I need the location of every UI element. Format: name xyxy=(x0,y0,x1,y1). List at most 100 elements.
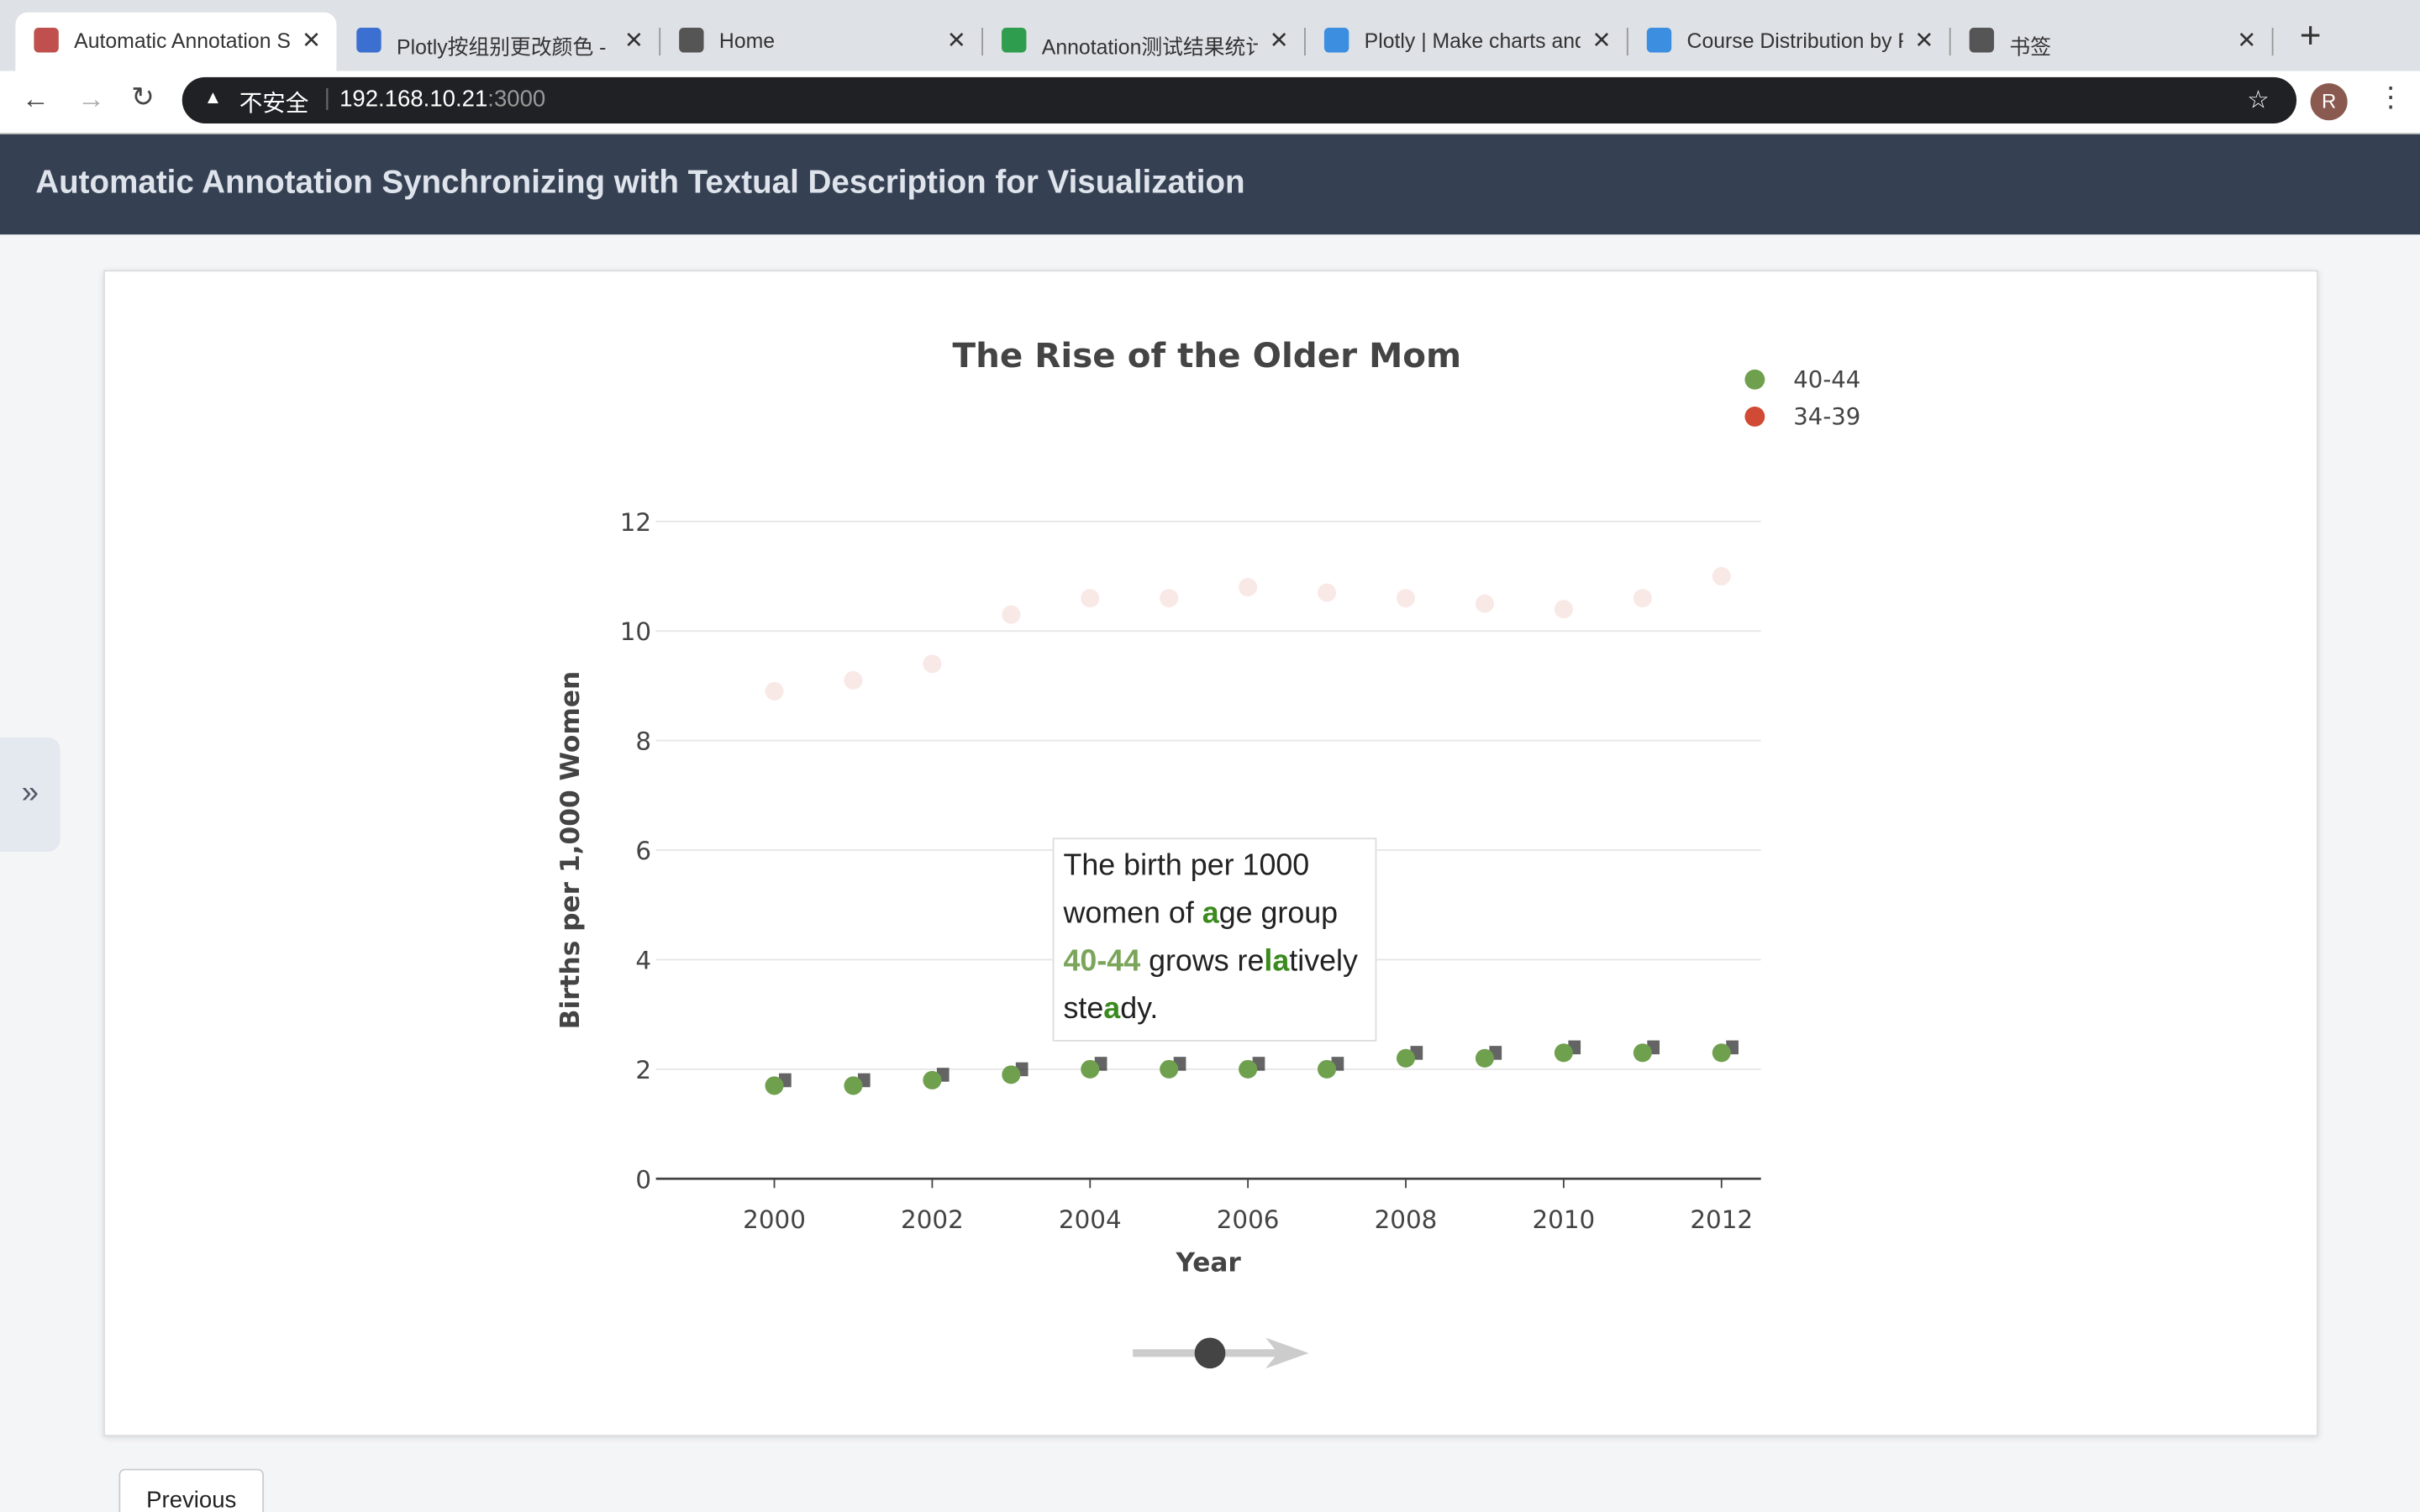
tab-title: Home xyxy=(718,29,776,53)
x-tick-label: 2002 xyxy=(901,1205,964,1234)
previous-button[interactable]: Previous xyxy=(118,1468,265,1512)
tab-close[interactable]: ✕ xyxy=(301,28,322,55)
tab[interactable]: Automatic Annotation S ✕ xyxy=(15,12,337,71)
warning-icon: ▲ xyxy=(203,86,223,108)
point xyxy=(1239,1059,1258,1079)
legend-marker xyxy=(1744,369,1765,390)
point xyxy=(1475,594,1494,613)
x-tick-label: 2010 xyxy=(1532,1205,1595,1234)
y-tick-label: 0 xyxy=(635,1165,651,1194)
tab-icon xyxy=(34,28,59,53)
tab[interactable]: Plotly按组别更改颜色 - ✕ xyxy=(338,13,661,71)
annotation-text: ge group xyxy=(1218,896,1339,931)
y-tick-label: 2 xyxy=(635,1056,651,1084)
x-tick-label: 2000 xyxy=(743,1205,806,1234)
annotation-highlight: a xyxy=(1202,896,1219,931)
y-axis-label: Births per 1,000 Women xyxy=(555,671,586,1030)
point xyxy=(844,1076,863,1095)
point xyxy=(1475,1048,1494,1068)
point xyxy=(844,670,863,690)
app-header: Automatic Annotation Synchronizing with … xyxy=(0,134,2420,235)
sidebar-toggle[interactable]: » xyxy=(0,737,60,852)
tab-title: Automatic Annotation S xyxy=(74,29,291,53)
y-tick-label: 6 xyxy=(635,837,651,865)
point xyxy=(1160,1059,1179,1079)
url-host: 192.168.10.21 xyxy=(339,86,488,113)
tab-bar: + Automatic Annotation S ✕ Plotly按组别更改颜色 - ✕… xyxy=(0,0,2420,71)
legend-label: 40-44 xyxy=(1793,366,1860,393)
annotation-highlight: a xyxy=(1103,992,1121,1026)
app-title: Automatic Annotation Synchronizing with … xyxy=(35,165,1245,201)
point xyxy=(1712,567,1731,586)
tab-close[interactable]: ✕ xyxy=(1269,28,1289,55)
tab-icon xyxy=(356,28,381,53)
tab-close[interactable]: ✕ xyxy=(623,28,644,55)
url: 192.168.10.21:3000 xyxy=(339,87,545,113)
y-tick-label: 4 xyxy=(635,946,651,974)
bookmark-star[interactable]: ☆ xyxy=(2247,87,2270,114)
point xyxy=(923,1070,942,1089)
point xyxy=(1318,583,1337,602)
tab[interactable]: 书签 ✕ xyxy=(1951,13,2274,71)
tab[interactable]: Annotation测试结果统计 ✕ xyxy=(983,13,1306,71)
annotation-tooltip: The birth per 1000 women of age group 40… xyxy=(1052,837,1377,1042)
tab-close[interactable]: ✕ xyxy=(1914,28,1934,55)
tab-title: 书签 xyxy=(2009,35,2052,59)
point xyxy=(1633,1043,1652,1063)
menu[interactable]: ⋮ xyxy=(2376,81,2405,113)
tab-close[interactable]: ✕ xyxy=(946,28,966,55)
url-port: :3000 xyxy=(487,86,546,113)
tab-title: Plotly按组别更改颜色 - xyxy=(397,35,607,59)
slider-knob[interactable] xyxy=(1194,1337,1226,1369)
tab-icon xyxy=(1002,28,1027,53)
reload[interactable]: ↻ xyxy=(131,81,155,113)
x-tick-label: 2012 xyxy=(1690,1205,1753,1234)
point xyxy=(765,1076,784,1095)
omnibox[interactable]: ▲ 不安全 | 192.168.10.21:3000 ☆ xyxy=(182,76,2297,123)
avatar[interactable]: R xyxy=(2310,83,2348,121)
point xyxy=(1554,1043,1573,1063)
point xyxy=(1160,589,1179,608)
forward[interactable]: → xyxy=(76,83,105,114)
point xyxy=(1712,1043,1731,1063)
tab-close[interactable]: ✕ xyxy=(1591,28,1612,55)
point xyxy=(1396,589,1416,608)
point xyxy=(1318,1059,1337,1079)
tab-title: Annotation测试结果统计 xyxy=(1041,35,1258,59)
tab[interactable]: Home ✕ xyxy=(660,13,984,71)
tab[interactable]: Course Distribution by F ✕ xyxy=(1628,13,1951,71)
x-tick-label: 2004 xyxy=(1059,1205,1122,1234)
x-axis-label: Year xyxy=(1175,1247,1241,1278)
legend-label: 34-39 xyxy=(1793,403,1860,430)
tab-icon xyxy=(1646,28,1672,53)
point xyxy=(1002,605,1021,624)
point xyxy=(1081,1059,1100,1079)
y-tick-label: 10 xyxy=(620,617,651,646)
x-tick-label: 2008 xyxy=(1375,1205,1438,1234)
annotation-text: grows re xyxy=(1140,944,1265,979)
chart-title: The Rise of the Older Mom xyxy=(953,335,1462,375)
point xyxy=(923,654,942,674)
tab-icon xyxy=(679,28,704,53)
tab-icon xyxy=(1323,28,1349,53)
x-tick-label: 2006 xyxy=(1217,1205,1280,1234)
tab-close[interactable]: ✕ xyxy=(2237,28,2257,55)
point xyxy=(1554,600,1573,619)
y-tick-label: 12 xyxy=(620,508,651,537)
tab[interactable]: Plotly | Make charts and ✕ xyxy=(1306,13,1628,71)
point xyxy=(1396,1048,1416,1068)
annotation-series: 40-44 xyxy=(1063,944,1141,979)
new-tab[interactable]: + xyxy=(2299,15,2322,57)
point xyxy=(1002,1065,1021,1084)
tab-icon xyxy=(1969,28,1995,53)
back[interactable]: ← xyxy=(21,83,50,114)
point xyxy=(1633,589,1652,608)
annotation-highlight: la xyxy=(1264,944,1290,979)
tab-title: Course Distribution by F xyxy=(1686,29,1903,53)
point xyxy=(1081,589,1100,608)
y-tick-label: 8 xyxy=(635,727,651,756)
annotation-text: The birth per 1000 women of xyxy=(1063,848,1310,931)
